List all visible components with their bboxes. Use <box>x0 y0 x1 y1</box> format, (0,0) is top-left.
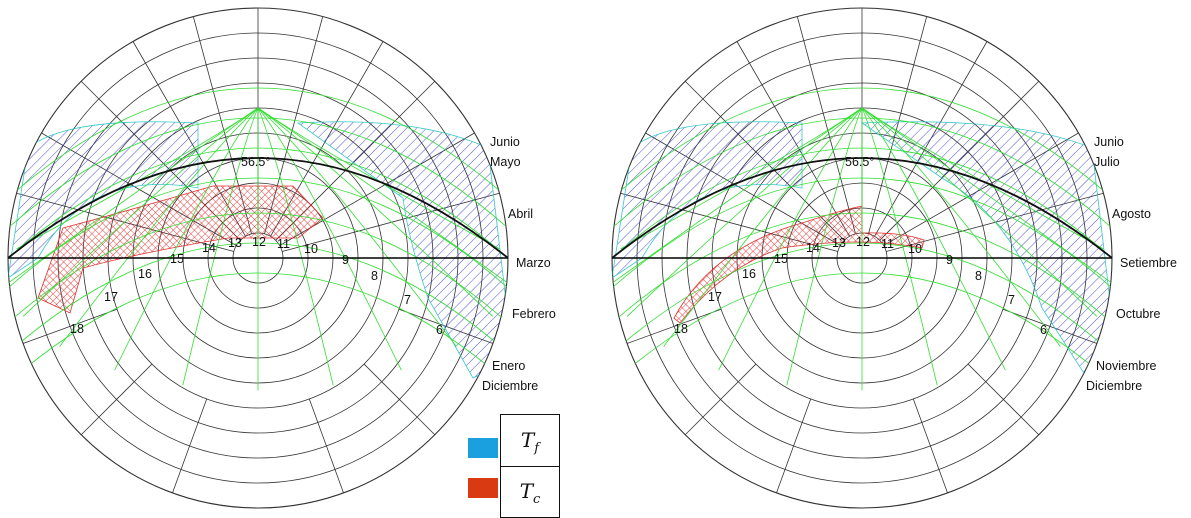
azimuth-line <box>626 308 722 344</box>
azimuth-line <box>22 308 118 344</box>
azimuth-line <box>912 398 948 494</box>
month-label: Setiembre <box>1120 256 1177 270</box>
sun-path-clip <box>612 87 1112 391</box>
month-arc <box>8 242 508 354</box>
month-label: Abril <box>508 207 533 221</box>
equinox-sun-path <box>7 157 509 259</box>
month-arc <box>8 272 508 384</box>
month-arc <box>612 212 1112 324</box>
legend-swatch-hot <box>468 478 498 498</box>
month-label: Noviembre <box>1096 359 1156 373</box>
hour-line <box>257 107 334 386</box>
hour-label: 8 <box>975 269 982 283</box>
hour-line <box>861 107 1006 371</box>
month-label: Diciembre <box>1086 379 1142 393</box>
hour-line <box>861 107 1104 250</box>
azimuth-line <box>172 398 208 494</box>
hour-label: 13 <box>228 236 242 250</box>
month-label: Octubre <box>1116 307 1161 321</box>
month-arc <box>8 177 508 289</box>
hour-label: 17 <box>708 290 722 304</box>
elevation-label: 56.5° <box>845 155 874 169</box>
month-label: Diciembre <box>482 379 538 393</box>
azimuth-line <box>363 363 436 436</box>
hot-zone-hatch <box>673 205 925 324</box>
hour-label: 15 <box>170 252 184 266</box>
azimuth-line <box>684 363 757 436</box>
hour-label: 14 <box>806 241 820 255</box>
month-arc <box>612 272 1112 384</box>
hour-label: 7 <box>1008 293 1015 307</box>
month-arc <box>612 117 1112 229</box>
month-arc <box>612 87 1112 199</box>
legend-swatch-cold <box>468 438 498 458</box>
month-arc <box>8 147 508 259</box>
hour-label: 12 <box>856 235 870 249</box>
azimuth-line <box>796 16 856 234</box>
month-label: Agosto <box>1112 207 1151 221</box>
hour-label: 11 <box>277 237 290 251</box>
hot-zone-hatch <box>37 185 324 314</box>
hour-label: 15 <box>774 252 788 266</box>
cold-zone-hatch <box>612 121 803 279</box>
legend-box-tf: Tf <box>500 414 560 468</box>
month-label: Mayo <box>490 155 521 169</box>
azimuth-line <box>776 398 812 494</box>
hour-line <box>257 107 494 317</box>
hour-label: 8 <box>371 269 378 283</box>
hour-label: 6 <box>436 323 443 337</box>
month-arc <box>612 177 1112 289</box>
equinox-sun-path <box>611 157 1113 259</box>
hour-line <box>718 107 863 371</box>
sun-path-diagram-right: 56.5° 18 17 16 15 14 13 12 11 10 9 8 7 6 Junio Julio Ago… <box>611 7 1177 509</box>
hour-label: 7 <box>404 293 411 307</box>
hour-label: 10 <box>304 242 318 256</box>
month-arc <box>612 147 1112 259</box>
hour-line <box>257 107 402 371</box>
hour-label: 14 <box>202 241 216 255</box>
hour-line <box>114 107 259 371</box>
azimuth-line <box>80 363 153 436</box>
hour-label: 9 <box>342 253 349 267</box>
month-arc <box>8 87 508 199</box>
hour-line <box>182 107 259 386</box>
hour-line <box>861 107 1098 317</box>
hour-line <box>22 107 259 317</box>
hour-label: 16 <box>138 267 152 281</box>
sun-path-diagram-left: 56.5° 18 17 16 15 14 13 12 11 10 9 8 7 6 Junio Mayo Abri… <box>7 7 556 509</box>
azimuth-line <box>308 398 344 494</box>
hour-label: 12 <box>252 235 266 249</box>
hour-line <box>786 107 863 386</box>
month-label: Marzo <box>516 256 551 270</box>
legend-label-tf: Tf <box>520 428 540 456</box>
hour-label: 6 <box>1040 323 1047 337</box>
hour-label: 17 <box>104 290 118 304</box>
cold-zone-hatch <box>8 121 199 279</box>
month-label: Febrero <box>512 307 556 321</box>
hour-label: 18 <box>70 322 84 336</box>
hour-label: 18 <box>674 322 688 336</box>
elevation-label: 56.5° <box>241 155 270 169</box>
legend-box-tc: Tc <box>500 466 560 518</box>
month-arc <box>8 117 508 229</box>
month-label: Enero <box>492 359 525 373</box>
hour-label: 10 <box>908 242 922 256</box>
hour-line <box>257 107 500 250</box>
month-label: Julio <box>1094 155 1120 169</box>
month-arc <box>8 212 508 324</box>
hour-label: 11 <box>881 237 894 251</box>
hour-label: 16 <box>742 267 756 281</box>
month-label: Junio <box>1094 135 1124 149</box>
hour-label: 13 <box>832 236 846 250</box>
hour-line <box>861 107 938 386</box>
month-label: Junio <box>490 135 520 149</box>
month-arc <box>612 242 1112 354</box>
hour-line <box>626 107 863 317</box>
azimuth-line <box>967 363 1040 436</box>
legend-label-tc: Tc <box>519 479 541 507</box>
hour-label: 9 <box>946 253 953 267</box>
